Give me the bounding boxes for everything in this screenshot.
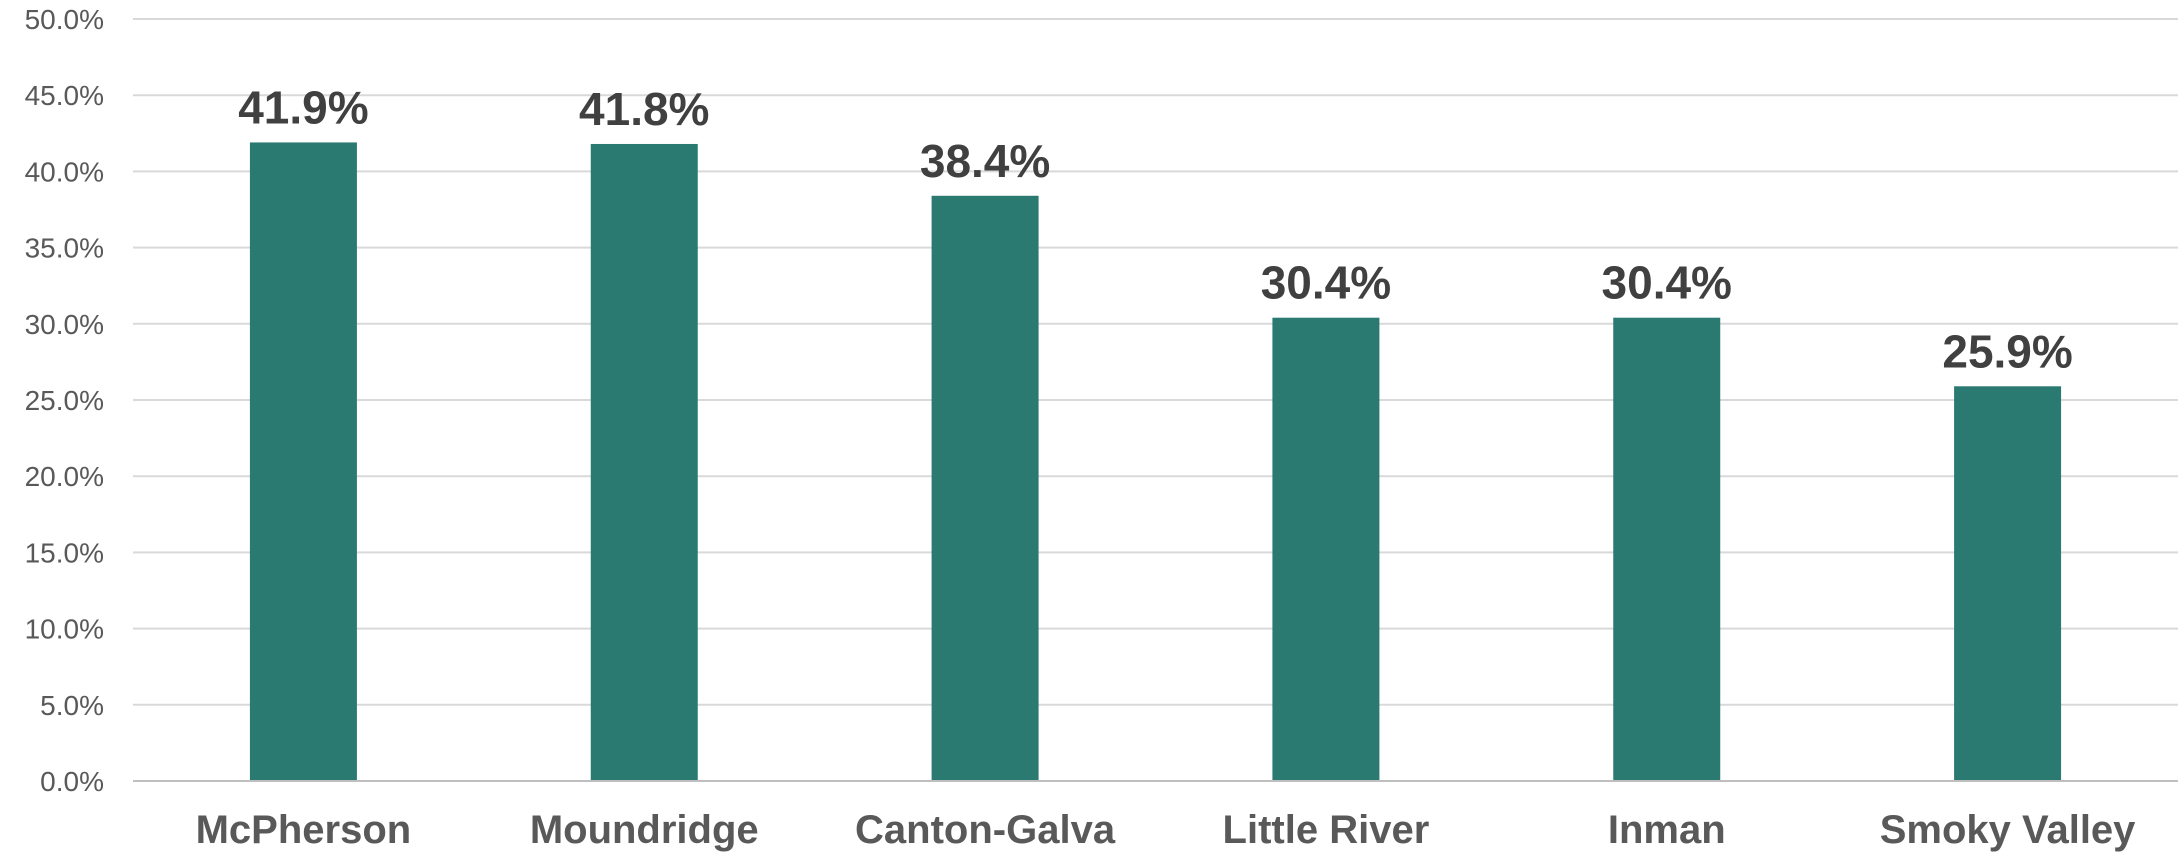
- category-label: McPherson: [196, 808, 412, 852]
- bar: [1954, 386, 2062, 781]
- bar: [249, 142, 357, 782]
- y-tick-label: 30.0%: [25, 309, 104, 340]
- y-tick-label: 0.0%: [40, 766, 104, 797]
- category-label: Little River: [1223, 808, 1430, 852]
- data-label: 38.4%: [920, 135, 1050, 187]
- category-label: Moundridge: [530, 808, 759, 852]
- category-label: Canton-Galva: [855, 808, 1116, 852]
- y-tick-label: 15.0%: [25, 537, 104, 568]
- category-label: Smoky Valley: [1880, 808, 2136, 852]
- bars: [249, 142, 2062, 782]
- y-tick-label: 45.0%: [25, 80, 104, 111]
- y-tick-label: 40.0%: [25, 156, 104, 187]
- x-axis-category-labels: McPherson Moundridge Canton-Galva Little Ri…: [196, 808, 2137, 852]
- y-axis-tick-labels: 0.0% 5.0% 10.0% 15.0% 20.0% 25.0% 30.0% 35.0% 40…: [25, 4, 104, 797]
- data-label: 41.9%: [238, 81, 368, 133]
- data-label: 41.8%: [579, 83, 709, 135]
- y-tick-label: 20.0%: [25, 461, 104, 492]
- y-tick-label: 50.0%: [25, 4, 104, 35]
- bar: [1272, 317, 1380, 781]
- data-labels: 41.9% 41.8% 38.4% 30.4% 30.4% 25.9%: [238, 81, 2073, 377]
- data-label: 25.9%: [1942, 325, 2072, 377]
- y-tick-label: 10.0%: [25, 614, 104, 645]
- data-label: 30.4%: [1602, 257, 1732, 309]
- category-label: Inman: [1608, 808, 1726, 852]
- data-label: 30.4%: [1261, 257, 1391, 309]
- y-tick-label: 35.0%: [25, 233, 104, 264]
- y-tick-label: 25.0%: [25, 385, 104, 416]
- gridlines: [133, 18, 2178, 706]
- bar: [1613, 317, 1721, 781]
- bar: [931, 195, 1039, 781]
- bar: [590, 143, 698, 781]
- y-tick-label: 5.0%: [40, 690, 104, 721]
